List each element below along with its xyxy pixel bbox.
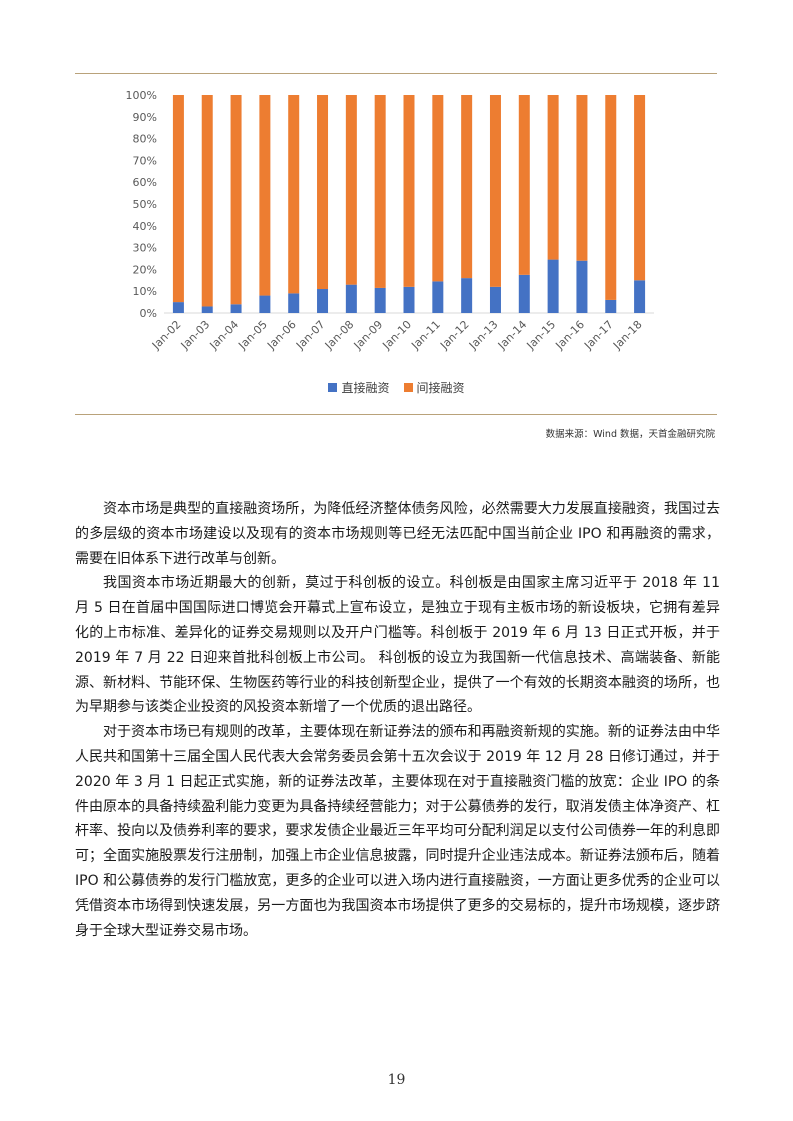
- page-number: 19: [387, 1072, 406, 1088]
- bar-direct-jan-17: [605, 299, 617, 313]
- bar-indirect-jan-15: [547, 95, 559, 260]
- x-tick-label: Jan-15: [524, 318, 559, 353]
- chart-legend: 直接融资 间接融资: [0, 379, 793, 396]
- bar-indirect-jan-06: [288, 95, 300, 294]
- y-tick-label: 60%: [133, 176, 157, 189]
- y-tick-label: 0%: [140, 307, 157, 320]
- y-tick-label: 30%: [133, 242, 157, 255]
- x-tick-label: Jan-12: [437, 318, 472, 353]
- y-tick-label: 50%: [133, 198, 157, 211]
- bar-indirect-jan-08: [345, 95, 357, 285]
- paragraph-3: 对于资本市场已有规则的改革，主要体现在新证券法的颁布和再融资新规的实施。新的证券…: [75, 724, 720, 939]
- legend-swatch-direct: [328, 383, 338, 392]
- bar-indirect-jan-13: [489, 95, 501, 287]
- bar-direct-jan-09: [374, 287, 386, 313]
- legend-swatch-indirect: [403, 383, 413, 392]
- bar-indirect-jan-03: [201, 95, 213, 307]
- bar-direct-jan-10: [403, 286, 415, 313]
- stacked-bar-chart: 0%10%20%30%40%50%60%70%80%90%100%Jan-02J…: [126, 89, 654, 353]
- paragraph-2: 我国资本市场近期最大的创新，莫过于科创板的设立。科创板是由国家主席习近平于 20…: [75, 575, 720, 716]
- bar-indirect-jan-07: [317, 95, 329, 290]
- paragraph-1: 资本市场是典型的直接融资场所，为降低经济整体债务风险，必然需要大力发展直接融资，…: [75, 501, 720, 567]
- bar-indirect-jan-11: [432, 95, 444, 282]
- x-tick-label: Jan-08: [322, 318, 357, 353]
- bar-indirect-jan-12: [461, 95, 473, 279]
- body-text: 资本市场是典型的直接融资场所，为降低经济整体债务风险，必然需要大力发展直接融资，…: [75, 497, 720, 943]
- bar-indirect-jan-09: [374, 95, 386, 288]
- bar-direct-jan-08: [345, 284, 357, 313]
- bar-direct-jan-14: [518, 274, 530, 313]
- bar-direct-jan-05: [259, 295, 271, 313]
- legend-item-indirect: 间接融资: [403, 379, 465, 396]
- bar-direct-jan-16: [576, 260, 588, 313]
- x-tick-label: Jan-11: [408, 318, 443, 353]
- legend-label-indirect: 间接融资: [416, 381, 465, 395]
- x-tick-label: Jan-04: [207, 318, 242, 353]
- bar-direct-jan-12: [461, 278, 473, 313]
- legend-item-direct: 直接融资: [328, 379, 390, 396]
- bar-direct-jan-03: [201, 306, 213, 313]
- x-tick-label: Jan-07: [293, 318, 328, 353]
- bar-indirect-jan-17: [605, 95, 617, 300]
- bar-direct-jan-06: [288, 293, 300, 313]
- bar-indirect-jan-10: [403, 95, 415, 287]
- bar-direct-jan-04: [230, 304, 242, 313]
- x-tick-label: Jan-05: [235, 318, 270, 353]
- y-tick-label: 10%: [133, 285, 157, 298]
- x-tick-label: Jan-14: [495, 318, 530, 353]
- bar-direct-jan-07: [317, 289, 329, 313]
- bar-direct-jan-18: [634, 280, 646, 313]
- data-source-note: 数据来源：Wind 数据，天首金融研究院: [545, 429, 715, 440]
- x-tick-label: Jan-06: [264, 318, 299, 353]
- bottom-rule: [75, 414, 717, 415]
- bar-indirect-jan-02: [172, 95, 184, 303]
- bar-direct-jan-11: [432, 281, 444, 313]
- x-tick-label: Jan-17: [581, 318, 616, 353]
- y-tick-label: 100%: [126, 89, 157, 102]
- bar-indirect-jan-05: [259, 95, 271, 296]
- x-tick-label: Jan-18: [610, 318, 645, 353]
- x-tick-label: Jan-10: [380, 318, 415, 353]
- bar-direct-jan-13: [489, 286, 501, 313]
- y-tick-label: 90%: [133, 111, 157, 124]
- bar-indirect-jan-16: [576, 95, 588, 261]
- y-tick-label: 40%: [133, 220, 157, 233]
- y-tick-label: 80%: [133, 133, 157, 146]
- x-tick-label: Jan-03: [178, 318, 213, 353]
- x-tick-label: Jan-09: [351, 318, 386, 353]
- bar-direct-jan-15: [547, 259, 559, 313]
- y-tick-label: 70%: [133, 154, 157, 167]
- bar-direct-jan-02: [172, 302, 184, 313]
- top-rule: [75, 73, 717, 74]
- x-tick-label: Jan-13: [466, 318, 501, 353]
- x-tick-label: Jan-16: [552, 318, 587, 353]
- bar-indirect-jan-14: [518, 95, 530, 275]
- legend-label-direct: 直接融资: [341, 381, 390, 395]
- bar-indirect-jan-04: [230, 95, 242, 305]
- bar-indirect-jan-18: [634, 95, 646, 281]
- y-tick-label: 20%: [133, 263, 157, 276]
- x-tick-label: Jan-02: [149, 318, 184, 353]
